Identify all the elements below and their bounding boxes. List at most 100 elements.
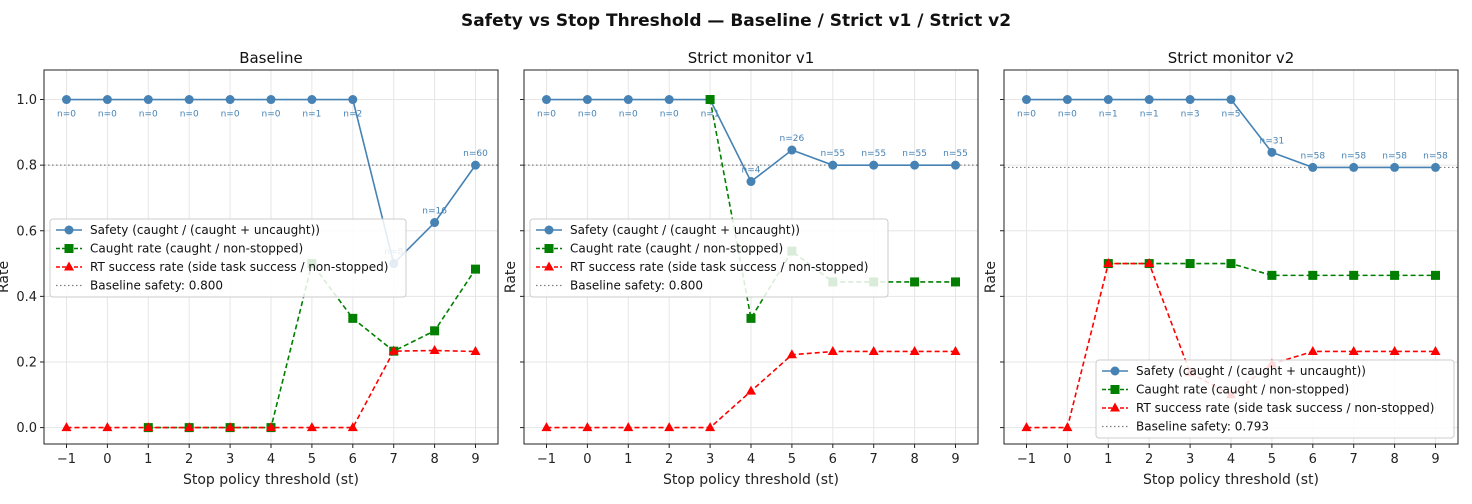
- x-tick-label: 1: [144, 452, 152, 467]
- panel-1: −1 0 1 2 3 4 5 6 7 8 9 0.0 0.2 0.4 0.6 0.8 1.0 Baseline St…: [0, 49, 499, 488]
- n-annotation: n=0: [180, 110, 199, 120]
- data-point-safety: [1226, 95, 1236, 105]
- x-tick-label: 2: [1145, 452, 1153, 467]
- data-point-rt: [225, 422, 236, 432]
- n-annotation: n=58: [1423, 151, 1448, 161]
- data-point-rt: [266, 422, 276, 432]
- data-point-safety: [1062, 95, 1072, 105]
- y-axis-label: Rate: [503, 261, 519, 293]
- n-annotation: n=0: [57, 110, 76, 120]
- data-point-caught: [705, 95, 715, 105]
- data-point-safety: [471, 160, 481, 170]
- x-tick-label: 0: [583, 452, 591, 467]
- n-annotation: n=55: [861, 149, 886, 159]
- n-annotation: n=58: [1341, 151, 1366, 161]
- data-point-caught: [471, 264, 481, 274]
- x-tick-label: 2: [665, 452, 673, 467]
- legend-box: [529, 218, 889, 298]
- data-point-caught: [951, 277, 961, 287]
- data-point-safety: [1267, 147, 1277, 157]
- x-tick-label: −1: [57, 452, 76, 467]
- x-tick-label: 4: [267, 452, 275, 467]
- n-annotation: n=0: [98, 110, 117, 120]
- n-annotation: n=1: [701, 110, 720, 120]
- x-tick-label: 4: [1227, 452, 1235, 467]
- n-annotation: n=0: [619, 110, 638, 120]
- figure-title: Safety vs Stop Threshold — Baseline / St…: [461, 11, 1011, 31]
- n-annotation: n=55: [902, 149, 927, 159]
- y-axis-label: Rate: [983, 261, 999, 293]
- data-point-rt: [1307, 345, 1318, 355]
- legend-marker-caught: [64, 244, 74, 253]
- legend-marker-rt: [64, 261, 74, 271]
- x-tick-label: 1: [1104, 452, 1112, 467]
- data-point-rt: [786, 349, 797, 359]
- legend: Safety (caught / (caught + uncaught)) Cau…: [1095, 359, 1455, 439]
- legend-label-safety: Safety (caught / (caught + uncaught)): [90, 223, 320, 237]
- n-annotation: n=0: [537, 110, 556, 120]
- legend-marker-safety: [544, 225, 554, 235]
- x-tick-label: 9: [1431, 452, 1439, 467]
- data-point-safety: [1390, 162, 1400, 172]
- data-point-caught: [1349, 270, 1359, 280]
- data-point-safety: [143, 95, 153, 105]
- x-tick-label: 9: [951, 452, 959, 467]
- legend-marker-caught: [544, 244, 554, 253]
- data-point-safety: [348, 95, 358, 105]
- x-tick-label: 9: [471, 452, 479, 467]
- panel-2: −1 0 1 2 3 4 5 6 7 8 9 Strict monitor v1 Stop policy…: [503, 49, 979, 488]
- x-tick-label: 5: [1268, 452, 1276, 467]
- x-axis-label: Stop policy threshold (st): [663, 472, 839, 488]
- data-point-safety: [307, 95, 317, 105]
- data-point-safety: [787, 145, 797, 155]
- data-point-caught: [746, 313, 756, 323]
- n-annotation: n=2: [343, 110, 362, 120]
- x-tick-label: 3: [226, 452, 234, 467]
- n-annotation: n=0: [1058, 110, 1077, 120]
- n-annotation: n=5: [1222, 110, 1241, 120]
- data-point-caught: [1267, 270, 1277, 280]
- data-point-rt: [909, 345, 920, 355]
- data-point-safety: [582, 95, 592, 105]
- data-point-rt: [541, 422, 552, 432]
- data-point-safety: [623, 95, 633, 105]
- data-point-rt: [429, 345, 440, 354]
- n-annotation: n=16: [422, 207, 447, 217]
- legend-label-caught: Caught rate (caught / non-stopped): [1136, 383, 1349, 397]
- n-annotation: n=0: [1017, 110, 1036, 120]
- n-annotation: n=1: [1140, 110, 1159, 120]
- n-annotation: n=3: [1181, 110, 1200, 120]
- legend: Safety (caught / (caught + uncaught)) Cau…: [529, 218, 889, 298]
- data-point-rt: [470, 345, 481, 355]
- y-tick-label: 0.2: [16, 355, 37, 370]
- legend-label-rt: RT success rate (side task success / non…: [1136, 401, 1434, 415]
- x-tick-label: 0: [103, 452, 111, 467]
- n-annotation: n=26: [780, 134, 805, 144]
- x-tick-label: 1: [624, 452, 632, 467]
- x-tick-label: 7: [390, 452, 398, 467]
- panel-3: −1 0 1 2 3 4 5 6 7 8 9 Strict monitor v2 Stop policy…: [983, 49, 1459, 488]
- x-tick-label: 7: [1350, 452, 1358, 467]
- series-line-rt: [1026, 262, 1436, 429]
- data-point-safety: [828, 160, 838, 170]
- data-point-rt: [143, 422, 154, 432]
- legend-label-baseline: Baseline safety: 0.800: [570, 279, 703, 293]
- legend-label-caught: Caught rate (caught / non-stopped): [90, 242, 303, 256]
- x-tick-label: 8: [430, 452, 438, 467]
- data-point-rt: [1430, 345, 1441, 355]
- data-point-caught: [430, 326, 440, 336]
- legend-label-rt: RT success rate (side task success / non…: [570, 260, 868, 274]
- panel-title: Strict monitor v2: [1168, 49, 1295, 67]
- data-point-safety: [1144, 95, 1154, 105]
- n-annotation: n=58: [1382, 151, 1407, 161]
- data-point-safety: [1103, 95, 1113, 105]
- data-point-rt: [950, 345, 961, 355]
- x-tick-label: 8: [910, 452, 918, 467]
- legend-label-baseline: Baseline safety: 0.800: [90, 279, 223, 293]
- legend-marker-rt: [1110, 402, 1120, 412]
- n-annotation: n=1: [1099, 110, 1118, 120]
- data-point-rt: [623, 422, 634, 432]
- n-annotation: n=58: [1300, 151, 1325, 161]
- legend-label-safety: Safety (caught / (caught + uncaught)): [570, 223, 800, 237]
